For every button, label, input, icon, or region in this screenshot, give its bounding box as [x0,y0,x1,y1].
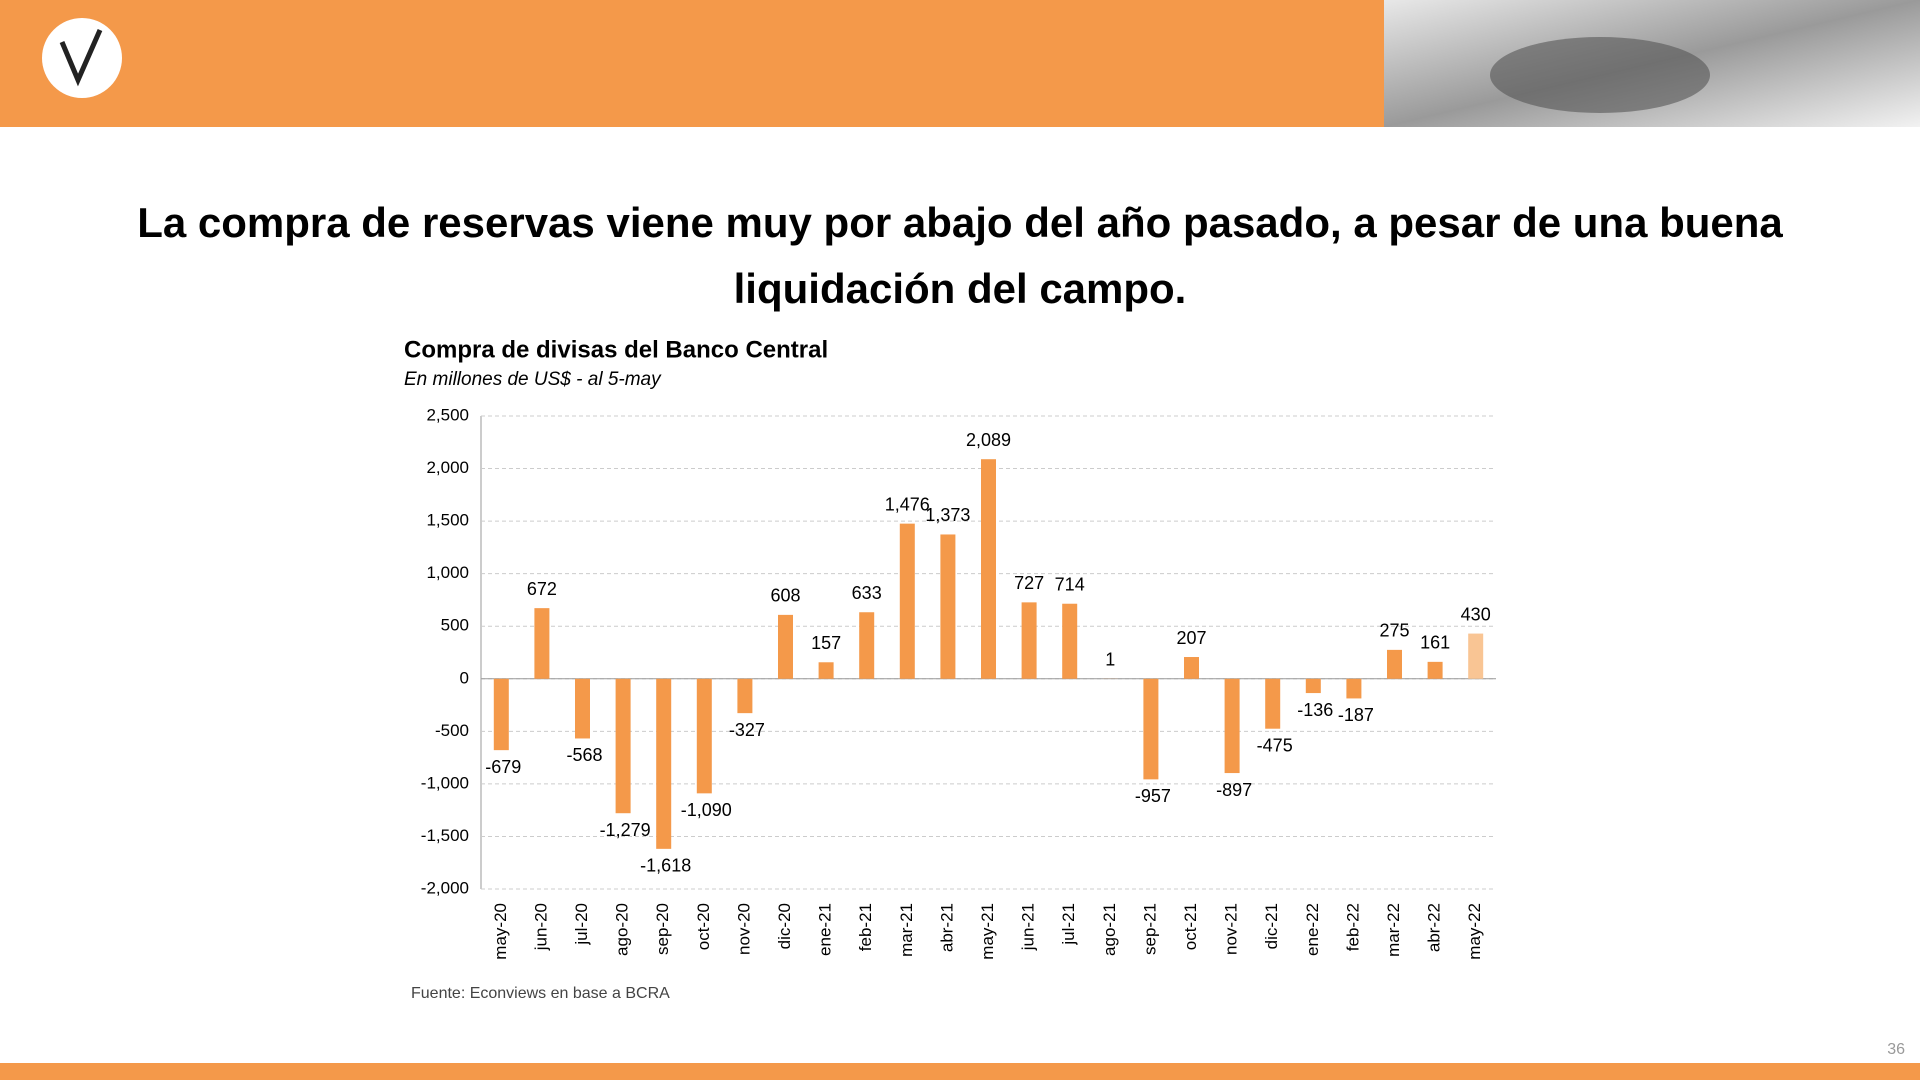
data-label: -475 [1257,735,1293,755]
y-tick-label: 1,000 [426,563,469,582]
header-image-pie [1490,37,1710,113]
bar [819,662,834,679]
logo [42,18,122,98]
x-tick-label: feb-22 [1343,903,1362,951]
chart-title: Compra de divisas del Banco Central [404,336,828,363]
x-tick-label: may-22 [1465,903,1484,960]
x-tick-label: mar-22 [1384,903,1403,957]
bar [1062,604,1077,679]
data-label: 1,476 [885,494,930,514]
bar [1428,662,1443,679]
slide-title-box: La compra de reservas viene muy por abaj… [60,190,1860,330]
x-tick-label: mar-21 [897,903,916,957]
y-tick-label: -1,000 [421,773,469,792]
y-tick-label: 0 [460,668,469,687]
x-tick-label: may-21 [978,903,997,960]
data-label: -136 [1297,700,1333,720]
data-label: 161 [1420,633,1450,653]
x-tick-label: ago-20 [613,903,632,956]
bar [616,679,631,813]
bar [1022,602,1037,678]
data-label: 207 [1176,628,1206,648]
x-tick-label: ene-21 [816,903,835,956]
page-number: 36 [1887,1041,1905,1058]
data-label: 157 [811,633,841,653]
data-label: -187 [1338,705,1374,725]
data-label: 633 [852,583,882,603]
bar [656,679,671,849]
x-tick-label: ago-21 [1100,903,1119,956]
x-tick-label: feb-21 [856,903,875,951]
footer-bar [0,1063,1920,1080]
x-tick-label: jul-21 [1059,903,1078,946]
bar [534,608,549,679]
y-tick-label: 2,000 [426,458,469,477]
chart-source: Fuente: Econviews en base a BCRA [411,985,670,1002]
data-label: -1,090 [681,800,732,820]
x-tick-label: ene-22 [1303,903,1322,956]
x-tick-label: nov-20 [734,903,753,955]
y-tick-label: 1,500 [426,511,469,530]
data-label: 1,373 [925,505,970,525]
data-label: 714 [1055,574,1085,594]
data-label: -327 [729,720,765,740]
x-tick-label: dic-21 [1262,903,1281,949]
data-label: 275 [1379,621,1409,641]
data-label: 608 [770,586,800,606]
bar [1265,679,1280,729]
slide-title: La compra de reservas viene muy por abaj… [60,190,1860,322]
bar [859,612,874,679]
bar [940,534,955,678]
bar [494,679,509,750]
y-tick-label: -1,500 [421,826,469,845]
chart-subtitle: En millones de US$ - al 5-may [404,369,662,390]
y-tick-label: 2,500 [426,405,469,424]
data-label: -1,618 [640,856,691,876]
x-tick-label: dic-20 [775,903,794,949]
data-label: -1,279 [600,820,651,840]
y-tick-label: 500 [441,616,469,635]
bar [1143,679,1158,780]
x-tick-label: sep-20 [653,903,672,955]
data-label: 672 [527,579,557,599]
data-label: 727 [1014,573,1044,593]
bar [900,524,915,679]
data-label: 2,089 [966,430,1011,450]
bar [1387,650,1402,679]
bar [737,679,752,713]
bar [1225,679,1240,773]
bar [1184,657,1199,679]
x-tick-label: jul-20 [572,903,591,946]
bar [981,459,996,679]
x-tick-label: may-20 [491,903,510,960]
x-tick-label: sep-21 [1140,903,1159,955]
x-tick-label: abr-21 [937,903,956,952]
bar [1468,634,1483,679]
bar [1306,679,1321,693]
bar [697,679,712,794]
bar [778,615,793,679]
x-tick-label: nov-21 [1222,903,1241,955]
header-bar [0,0,1384,127]
data-label: 430 [1461,604,1491,624]
y-tick-label: -500 [435,721,469,740]
data-label: -679 [485,757,521,777]
data-label: -897 [1216,780,1252,800]
data-label: 1 [1105,649,1115,669]
y-tick-label: -2,000 [421,878,469,897]
bar [1346,679,1361,699]
x-tick-label: jun-20 [531,903,550,951]
x-tick-label: oct-21 [1181,903,1200,950]
x-tick-label: jun-21 [1019,903,1038,951]
data-label: -957 [1135,786,1171,806]
bar [575,679,590,739]
data-label: -568 [566,745,602,765]
x-tick-label: oct-20 [694,903,713,950]
x-tick-label: abr-22 [1425,903,1444,952]
